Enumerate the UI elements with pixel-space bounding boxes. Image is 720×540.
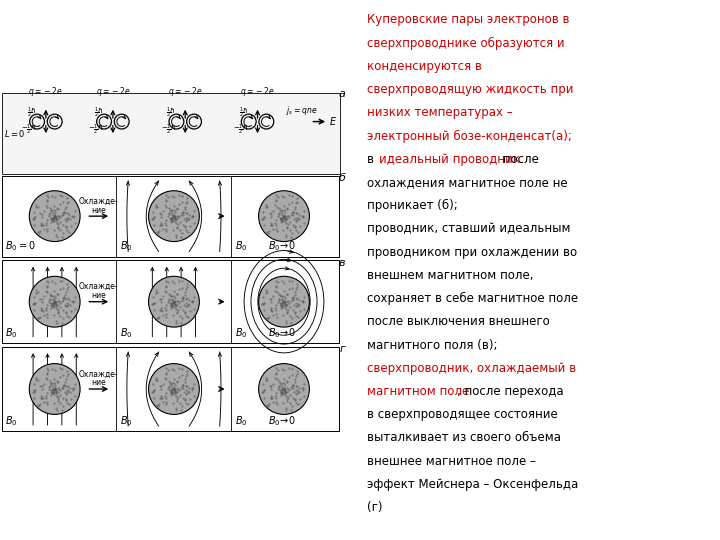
- Text: охлаждения магнитное поле не: охлаждения магнитное поле не: [367, 176, 568, 189]
- Text: , после перехода: , после перехода: [457, 385, 564, 398]
- Text: Охлажде-: Охлажде-: [79, 370, 119, 379]
- Text: ние: ние: [91, 291, 106, 300]
- Text: $\frac{1}{2}\hbar$: $\frac{1}{2}\hbar$: [27, 106, 37, 120]
- Text: $\frac{1}{2}\hbar$: $\frac{1}{2}\hbar$: [166, 106, 176, 120]
- Text: $-\frac{1}{2}\hbar$: $-\frac{1}{2}\hbar$: [21, 123, 37, 138]
- Text: $B_0$: $B_0$: [235, 414, 247, 428]
- Text: E: E: [330, 117, 336, 126]
- FancyBboxPatch shape: [1, 93, 341, 174]
- Circle shape: [258, 363, 310, 414]
- Text: ние: ние: [91, 206, 106, 214]
- Circle shape: [148, 191, 199, 241]
- Text: магнитного поля (в);: магнитного поля (в);: [367, 339, 498, 352]
- Text: ние: ние: [91, 379, 106, 388]
- Text: сверхпроводник, охлаждаемый в: сверхпроводник, охлаждаемый в: [367, 362, 577, 375]
- Text: $-\frac{1}{2}\hbar$: $-\frac{1}{2}\hbar$: [88, 123, 104, 138]
- FancyBboxPatch shape: [1, 347, 338, 431]
- Text: $B_0$: $B_0$: [5, 326, 18, 340]
- Text: $B_0$: $B_0$: [235, 240, 247, 253]
- Circle shape: [148, 363, 199, 414]
- Text: в: в: [339, 258, 346, 267]
- Text: $q=-2e$: $q=-2e$: [29, 85, 63, 98]
- Text: после выключения внешнего: после выключения внешнего: [367, 315, 550, 328]
- Text: проникает (б);: проникает (б);: [367, 199, 458, 212]
- Text: идеальный проводник: идеальный проводник: [379, 153, 521, 166]
- Text: Куперовские пары электронов в: Куперовские пары электронов в: [367, 14, 570, 26]
- Text: электронный бозе-конденсат(а);: электронный бозе-конденсат(а);: [367, 130, 572, 143]
- Text: конденсируются в: конденсируются в: [367, 60, 482, 73]
- Text: проводник, ставший идеальным: проводник, ставший идеальным: [367, 222, 571, 235]
- Text: сверхпроводнике образуются и: сверхпроводнике образуются и: [367, 37, 565, 50]
- Text: $q=-2e$: $q=-2e$: [168, 85, 202, 98]
- Text: сверхпроводящую жидкость при: сверхпроводящую жидкость при: [367, 83, 574, 96]
- Text: $j_s=qne$: $j_s=qne$: [286, 104, 318, 117]
- Text: низких температурах –: низких температурах –: [367, 106, 513, 119]
- Text: $B_0$: $B_0$: [5, 414, 18, 428]
- Text: $-\frac{1}{2}\hbar$: $-\frac{1}{2}\hbar$: [233, 123, 248, 138]
- Text: внешнем магнитном поле,: внешнем магнитном поле,: [367, 269, 534, 282]
- Text: (г): (г): [367, 501, 383, 514]
- Text: $L=0$: $L=0$: [4, 129, 25, 139]
- Text: Охлажде-: Охлажде-: [79, 197, 119, 206]
- Circle shape: [30, 191, 80, 241]
- Circle shape: [30, 276, 80, 327]
- Text: а: а: [339, 89, 346, 99]
- FancyBboxPatch shape: [1, 260, 338, 343]
- Circle shape: [258, 276, 310, 327]
- Text: г: г: [339, 344, 345, 354]
- Circle shape: [148, 276, 199, 327]
- Text: $B_0$: $B_0$: [235, 326, 247, 340]
- Text: $B_0\!\rightarrow\!0$: $B_0\!\rightarrow\!0$: [268, 240, 296, 253]
- Text: $B_0\!\rightarrow\!0$: $B_0\!\rightarrow\!0$: [268, 326, 296, 340]
- Text: внешнее магнитное поле –: внешнее магнитное поле –: [367, 455, 536, 468]
- FancyBboxPatch shape: [1, 176, 338, 256]
- Text: в: в: [367, 153, 378, 166]
- Text: $-\frac{1}{2}\hbar$: $-\frac{1}{2}\hbar$: [161, 123, 176, 138]
- Text: $\frac{1}{2}\hbar$: $\frac{1}{2}\hbar$: [239, 106, 248, 120]
- Circle shape: [30, 363, 80, 414]
- Text: $B_0$: $B_0$: [120, 414, 132, 428]
- Text: сохраняет в себе магнитное поле: сохраняет в себе магнитное поле: [367, 292, 579, 305]
- Text: после: после: [498, 153, 539, 166]
- Text: эффект Мейснера – Оксенфельда: эффект Мейснера – Оксенфельда: [367, 478, 579, 491]
- Text: $B_0\!\rightarrow\!0$: $B_0\!\rightarrow\!0$: [268, 414, 296, 428]
- Text: $B_0$: $B_0$: [120, 240, 132, 253]
- Text: Охлажде-: Охлажде-: [79, 282, 119, 292]
- Text: проводником при охлаждении во: проводником при охлаждении во: [367, 246, 577, 259]
- Text: выталкивает из своего объема: выталкивает из своего объема: [367, 431, 562, 444]
- Text: б: б: [339, 173, 346, 183]
- Text: $B_0=0$: $B_0=0$: [5, 240, 36, 253]
- Text: $B_0$: $B_0$: [120, 326, 132, 340]
- Text: в сверхпроводящее состояние: в сверхпроводящее состояние: [367, 408, 558, 421]
- Text: $\frac{1}{2}\hbar$: $\frac{1}{2}\hbar$: [94, 106, 104, 120]
- Text: $q=-2e$: $q=-2e$: [240, 85, 275, 98]
- Circle shape: [258, 191, 310, 241]
- Text: магнитном поле: магнитном поле: [367, 385, 469, 398]
- Text: $q=-2e$: $q=-2e$: [96, 85, 130, 98]
